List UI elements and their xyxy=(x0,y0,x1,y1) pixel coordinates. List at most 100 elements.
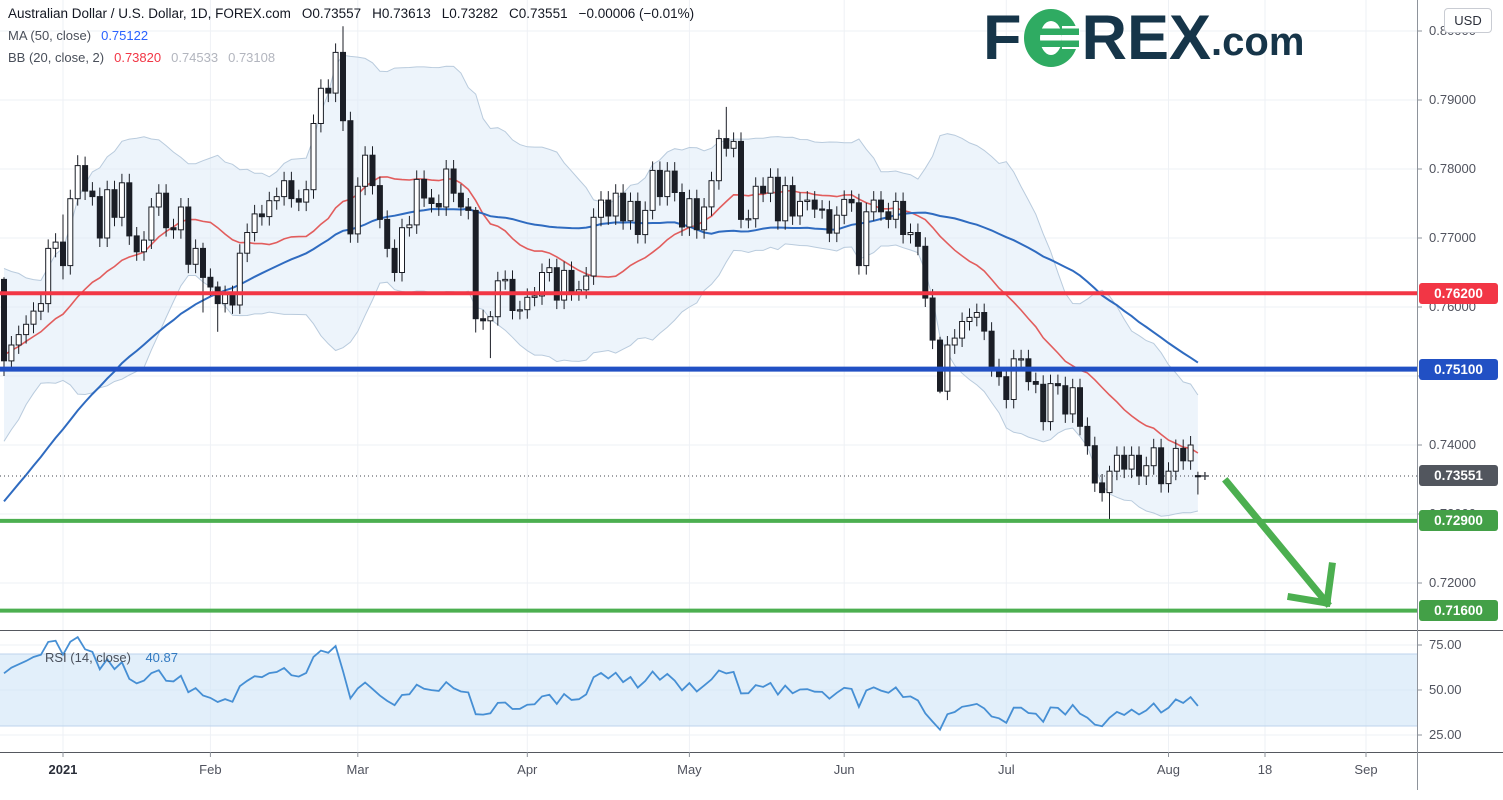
candle-body xyxy=(1069,387,1076,415)
candle-body xyxy=(15,334,22,346)
candle-body xyxy=(870,199,877,213)
rsi-indicator-row: RSI (14, close) 40.87 xyxy=(45,649,178,667)
price-axis-label: 0.79000 xyxy=(1429,92,1476,107)
open-value: O0.73557 xyxy=(301,6,362,21)
candle-body xyxy=(959,321,966,339)
time-axis-label: 2021 xyxy=(48,762,78,777)
ma-value: 0.75122 xyxy=(101,28,149,43)
candle-body xyxy=(133,235,140,253)
candle-body xyxy=(1121,454,1128,470)
candle-body xyxy=(104,189,111,239)
candle-body xyxy=(472,209,479,320)
candle-body xyxy=(413,178,420,226)
candle-body xyxy=(620,192,627,222)
candle-body xyxy=(1150,447,1157,467)
candle-body xyxy=(82,165,89,192)
low-value: L0.73282 xyxy=(441,6,499,21)
candle-body xyxy=(797,200,803,217)
trend-arrow[interactable] xyxy=(1222,477,1332,608)
candle-body xyxy=(679,192,685,228)
candle-body xyxy=(192,247,199,265)
candle-body xyxy=(465,206,472,211)
time-axis-label: Jun xyxy=(833,762,855,777)
candle-body xyxy=(295,198,302,203)
candle-body xyxy=(67,198,74,267)
candle-body xyxy=(804,199,811,203)
candle-body xyxy=(443,168,450,208)
candle-body xyxy=(281,180,288,198)
candle-body xyxy=(1040,383,1047,423)
candle-body xyxy=(1084,425,1091,447)
price-axis[interactable]: 0.800000.790000.780000.770000.760000.750… xyxy=(1417,0,1503,752)
time-axis-label: Aug xyxy=(1156,762,1181,777)
rsi-label[interactable]: RSI (14, close) xyxy=(45,650,131,665)
candle-body xyxy=(450,168,457,194)
legend: Australian Dollar / U.S. Dollar, 1D, FOR… xyxy=(8,6,694,72)
candle-body xyxy=(1062,385,1069,415)
candle-body xyxy=(826,209,833,234)
currency-unit-badge[interactable]: USD xyxy=(1444,8,1492,33)
candle-body xyxy=(583,275,590,291)
candle-body xyxy=(1106,470,1113,494)
candle-body xyxy=(185,206,192,265)
candle-body xyxy=(236,252,243,306)
candle-body xyxy=(686,198,693,228)
bb-fill-area xyxy=(4,55,1198,517)
candle-body xyxy=(752,185,759,220)
trend-arrow-head[interactable] xyxy=(1323,562,1336,607)
candle-body xyxy=(598,199,604,218)
candle-body xyxy=(745,218,752,221)
candle-body xyxy=(428,197,435,204)
candle-body xyxy=(767,176,774,194)
candle-body xyxy=(841,198,848,216)
candle-body xyxy=(1047,383,1054,423)
logo-letter-f: F xyxy=(983,3,1022,73)
candle-body xyxy=(1032,381,1039,385)
candle-body xyxy=(937,339,943,392)
ma-label[interactable]: MA (50, close) xyxy=(8,28,92,43)
candle-body xyxy=(760,185,767,194)
candle-body xyxy=(74,165,81,200)
candle-body xyxy=(23,323,30,336)
candle-body xyxy=(399,227,405,273)
close-value: C0.73551 xyxy=(509,6,568,21)
candle-body xyxy=(605,199,612,217)
price-axis-badge: 0.76200 xyxy=(1419,282,1498,304)
bb-label[interactable]: BB (20, close, 2) xyxy=(8,50,105,65)
price-axis-label: 0.72000 xyxy=(1429,575,1476,590)
candle-body xyxy=(1099,482,1106,494)
candle-body xyxy=(1,278,7,362)
trend-arrow-head[interactable] xyxy=(1286,592,1332,608)
candle-body xyxy=(539,272,545,297)
candle-body xyxy=(612,192,619,217)
candle-body xyxy=(1113,454,1120,472)
candle-body xyxy=(1010,358,1017,400)
high-value: H0.73613 xyxy=(372,6,431,21)
time-axis[interactable]: 2021 Feb Mar Apr May Jun Jul Aug 18 Sep xyxy=(0,752,1417,800)
candle-body xyxy=(303,189,310,203)
candle-body xyxy=(1143,465,1150,477)
bb-lower-value: 0.73108 xyxy=(228,50,276,65)
candle-body xyxy=(833,214,840,234)
candle-body xyxy=(457,192,464,208)
candle-body xyxy=(730,140,737,149)
candle-body xyxy=(141,239,147,253)
candle-body xyxy=(1180,447,1187,462)
symbol-title[interactable]: Australian Dollar / U.S. Dollar, 1D, FOR… xyxy=(8,6,291,21)
candle-body xyxy=(435,203,442,208)
candle-body xyxy=(207,276,214,288)
candle-body xyxy=(310,123,317,191)
candle-body xyxy=(163,192,170,229)
candle-body xyxy=(1128,454,1135,470)
candle-body xyxy=(715,138,722,182)
candle-body xyxy=(96,196,103,239)
candle-body xyxy=(516,309,523,312)
time-axis-label: Jul xyxy=(998,762,1015,777)
candle-body xyxy=(951,337,958,346)
candle-body xyxy=(1003,376,1010,401)
symbol-row: Australian Dollar / U.S. Dollar, 1D, FOR… xyxy=(8,6,694,21)
candle-body xyxy=(553,267,560,301)
candle-body xyxy=(723,138,730,149)
candle-body xyxy=(627,200,634,222)
